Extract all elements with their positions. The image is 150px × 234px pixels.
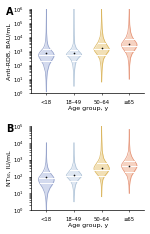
Point bbox=[128, 42, 130, 46]
Text: B: B bbox=[6, 124, 14, 134]
Point bbox=[100, 166, 103, 170]
Point bbox=[45, 51, 48, 55]
Point bbox=[45, 175, 48, 178]
Point bbox=[100, 46, 103, 49]
Y-axis label: NT₅₀, IU/mL: NT₅₀, IU/mL bbox=[7, 150, 12, 186]
Point bbox=[128, 164, 130, 168]
Point bbox=[73, 51, 75, 55]
X-axis label: Age group, y: Age group, y bbox=[68, 106, 108, 111]
Text: A: A bbox=[6, 7, 14, 17]
Point bbox=[73, 173, 75, 177]
Y-axis label: Anti-RDB, BAU/mL: Anti-RDB, BAU/mL bbox=[7, 23, 12, 80]
X-axis label: Age group, y: Age group, y bbox=[68, 223, 108, 228]
